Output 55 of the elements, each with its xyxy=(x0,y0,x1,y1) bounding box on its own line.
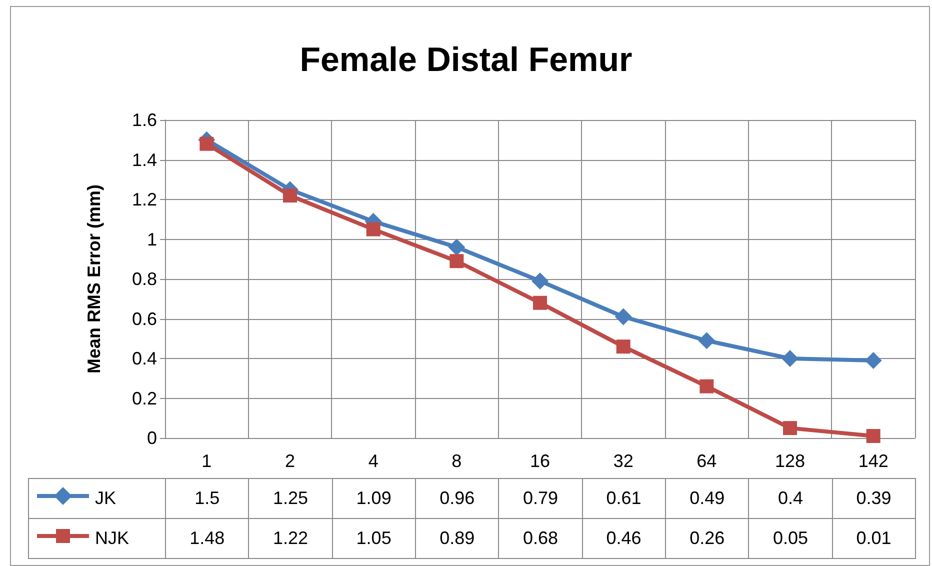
data-label: 1.5 xyxy=(166,478,249,518)
x-tick-label: 16 xyxy=(530,451,550,471)
data-label: 1.09 xyxy=(332,478,416,518)
chart-title: Female Distal Femur xyxy=(300,41,632,79)
y-tick-label: 1 xyxy=(146,229,157,250)
data-label: 0.61 xyxy=(582,478,666,518)
legend-label: JK xyxy=(95,488,116,508)
y-tick-label: 0.8 xyxy=(132,269,157,289)
data-label: 0.68 xyxy=(498,518,582,558)
data-label: 0.01 xyxy=(832,518,916,558)
point xyxy=(700,379,714,394)
y-tick-label: 1.6 xyxy=(132,110,157,130)
data-label: 1.25 xyxy=(248,478,332,518)
point xyxy=(783,421,797,436)
data-label: 0.46 xyxy=(582,518,666,558)
point xyxy=(450,254,464,268)
point xyxy=(616,340,630,354)
point xyxy=(448,238,466,256)
x-tick-label: 1 xyxy=(202,451,212,471)
x-tick-label: 142 xyxy=(858,451,888,471)
data-label: 0.89 xyxy=(415,518,499,558)
y-axis-title: Mean RMS Error (mm) xyxy=(84,184,104,374)
data-label: 0.26 xyxy=(665,518,749,558)
x-tick-label: 2 xyxy=(284,451,296,471)
point xyxy=(614,308,632,326)
y-tick-label: 1.4 xyxy=(132,150,157,170)
point xyxy=(366,222,380,236)
y-tick-label: 0.6 xyxy=(132,308,157,329)
x-tick-label: 4 xyxy=(368,451,378,471)
data-label: 0.79 xyxy=(498,478,582,518)
point xyxy=(782,350,798,367)
point xyxy=(532,272,548,290)
data-label: 0.05 xyxy=(748,518,832,558)
x-tick-label: 8 xyxy=(452,451,462,471)
point xyxy=(864,352,882,369)
point xyxy=(283,188,297,203)
y-tick-label: 0 xyxy=(146,428,157,448)
data-label: 1.05 xyxy=(332,518,416,558)
data-label: 0.96 xyxy=(415,478,499,518)
point xyxy=(200,136,214,151)
data-label: 0.49 xyxy=(665,478,749,518)
y-tick-label: 0.2 xyxy=(132,388,157,408)
point xyxy=(533,296,547,310)
data-label: 0.39 xyxy=(832,478,916,518)
x-tick-label: 128 xyxy=(774,451,806,471)
data-label: 1.22 xyxy=(248,518,332,558)
data-label: 0.4 xyxy=(748,478,832,518)
x-tick-label: 32 xyxy=(613,451,634,471)
data-label: 1.48 xyxy=(166,518,249,558)
y-tick-label: 1.2 xyxy=(132,190,157,210)
x-tick-label: 64 xyxy=(696,451,717,471)
point xyxy=(866,429,880,444)
point xyxy=(698,332,716,350)
legend-label: NJK xyxy=(95,528,130,548)
y-tick-label: 0.4 xyxy=(132,348,157,368)
